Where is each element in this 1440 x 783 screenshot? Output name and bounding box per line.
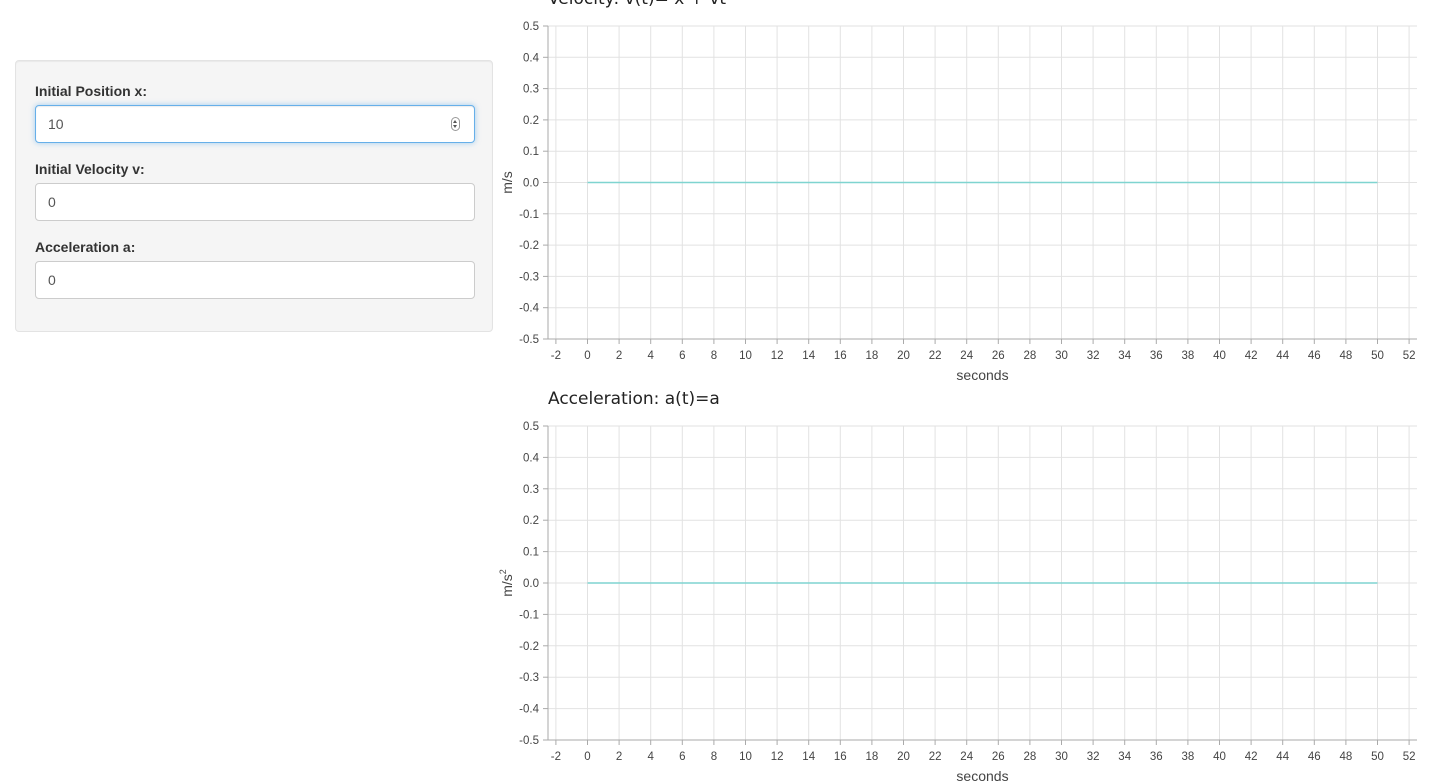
x-tick-label: 6 — [679, 751, 685, 763]
x-tick-label: 6 — [679, 350, 685, 362]
y-tick-label: -0.2 — [519, 240, 539, 252]
x-tick-label: 8 — [711, 751, 717, 763]
y-tick-label: 0.1 — [523, 146, 539, 158]
y-tick-label: -0.5 — [519, 334, 539, 346]
x-axis-title: seconds — [956, 367, 1008, 383]
x-tick-label: 28 — [1024, 350, 1037, 362]
x-tick-label: 52 — [1403, 751, 1416, 763]
x-tick-label: 34 — [1118, 751, 1131, 763]
x-tick-label: 24 — [960, 350, 973, 362]
x-tick-label: 38 — [1182, 350, 1195, 362]
chart-title: Velocity: v(t)= x + vt — [548, 0, 726, 9]
x-tick-label: 50 — [1371, 350, 1384, 362]
x-tick-label: 12 — [771, 751, 784, 763]
x-tick-label: 30 — [1055, 350, 1068, 362]
y-tick-label: -0.5 — [519, 735, 539, 747]
x-tick-label: 48 — [1340, 751, 1353, 763]
x-tick-label: 4 — [647, 350, 654, 362]
y-tick-label: -0.3 — [519, 672, 539, 684]
initial-position-input[interactable] — [35, 105, 475, 143]
x-tick-label: 50 — [1371, 751, 1384, 763]
x-tick-label: 44 — [1276, 350, 1289, 362]
x-tick-label: 26 — [992, 350, 1005, 362]
y-tick-label: 0.3 — [523, 84, 539, 96]
y-tick-label: 0.5 — [523, 21, 539, 33]
y-tick-label: -0.2 — [519, 641, 539, 653]
initial-velocity-label: Initial Velocity v: — [35, 161, 145, 177]
x-tick-label: 14 — [802, 350, 815, 362]
x-tick-label: 20 — [897, 751, 910, 763]
x-tick-label: 12 — [771, 350, 784, 362]
chart-title: Acceleration: a(t)=a — [548, 389, 720, 409]
initial-velocity-input[interactable] — [35, 183, 475, 221]
y-tick-label: 0.4 — [523, 52, 540, 64]
y-tick-label: -0.3 — [519, 271, 539, 283]
x-tick-label: 46 — [1308, 751, 1321, 763]
acceleration-input[interactable] — [35, 261, 475, 299]
y-tick-label: 0.3 — [523, 484, 539, 496]
x-tick-label: 26 — [992, 751, 1005, 763]
input-panel: Initial Position x: Initial Velocity v: … — [15, 60, 493, 332]
x-tick-label: 10 — [739, 350, 752, 362]
x-tick-label: 32 — [1087, 350, 1100, 362]
x-tick-label: 10 — [739, 751, 752, 763]
x-tick-label: 0 — [584, 751, 590, 763]
x-tick-label: 38 — [1182, 751, 1195, 763]
x-tick-label: 20 — [897, 350, 910, 362]
x-tick-label: -2 — [551, 751, 561, 763]
x-tick-label: 30 — [1055, 751, 1068, 763]
x-tick-label: 28 — [1024, 751, 1037, 763]
x-tick-label: 36 — [1150, 751, 1163, 763]
y-tick-label: 0.2 — [523, 115, 539, 127]
x-tick-label: 52 — [1403, 350, 1416, 362]
x-tick-label: 2 — [616, 751, 622, 763]
y-axis-title-superscript: 2 — [498, 569, 508, 574]
x-tick-label: 16 — [834, 350, 847, 362]
x-tick-label: 14 — [802, 751, 815, 763]
x-tick-label: 2 — [616, 350, 622, 362]
x-tick-label: 8 — [711, 350, 717, 362]
initial-position-label: Initial Position x: — [35, 83, 148, 99]
x-tick-label: 48 — [1340, 350, 1353, 362]
y-tick-label: -0.4 — [519, 704, 539, 716]
x-tick-label: 40 — [1213, 751, 1226, 763]
y-tick-label: -0.4 — [519, 303, 539, 315]
x-tick-label: 18 — [866, 350, 879, 362]
x-tick-label: 34 — [1118, 350, 1131, 362]
x-tick-label: 46 — [1308, 350, 1321, 362]
x-tick-label: -2 — [551, 350, 561, 362]
y-tick-label: 0.0 — [523, 178, 539, 190]
x-tick-label: 42 — [1245, 751, 1258, 763]
x-tick-label: 0 — [584, 350, 590, 362]
acceleration-label: Acceleration a: — [35, 239, 136, 255]
x-tick-label: 24 — [960, 751, 973, 763]
y-axis-title-text: m/s — [499, 574, 515, 597]
y-tick-label: 0.5 — [523, 421, 539, 433]
y-axis-title-text: m/s — [499, 171, 515, 194]
y-tick-label: 0.4 — [523, 452, 540, 464]
y-axis-title: m/s — [499, 171, 515, 194]
x-tick-label: 16 — [834, 751, 847, 763]
y-tick-label: -0.1 — [519, 609, 539, 621]
x-tick-label: 4 — [647, 751, 654, 763]
x-tick-label: 22 — [929, 751, 942, 763]
x-tick-label: 18 — [866, 751, 879, 763]
x-tick-label: 42 — [1245, 350, 1258, 362]
x-tick-label: 22 — [929, 350, 942, 362]
y-tick-label: -0.1 — [519, 209, 539, 221]
y-tick-label: 0.1 — [523, 547, 539, 559]
x-tick-label: 36 — [1150, 350, 1163, 362]
y-axis-title: m/s2 — [498, 569, 515, 597]
x-axis-title: seconds — [956, 768, 1008, 783]
y-tick-label: 0.2 — [523, 515, 539, 527]
x-tick-label: 32 — [1087, 751, 1100, 763]
x-tick-label: 44 — [1276, 751, 1289, 763]
y-tick-label: 0.0 — [523, 578, 539, 590]
number-spinner-icon[interactable] — [451, 117, 460, 131]
x-tick-label: 40 — [1213, 350, 1226, 362]
